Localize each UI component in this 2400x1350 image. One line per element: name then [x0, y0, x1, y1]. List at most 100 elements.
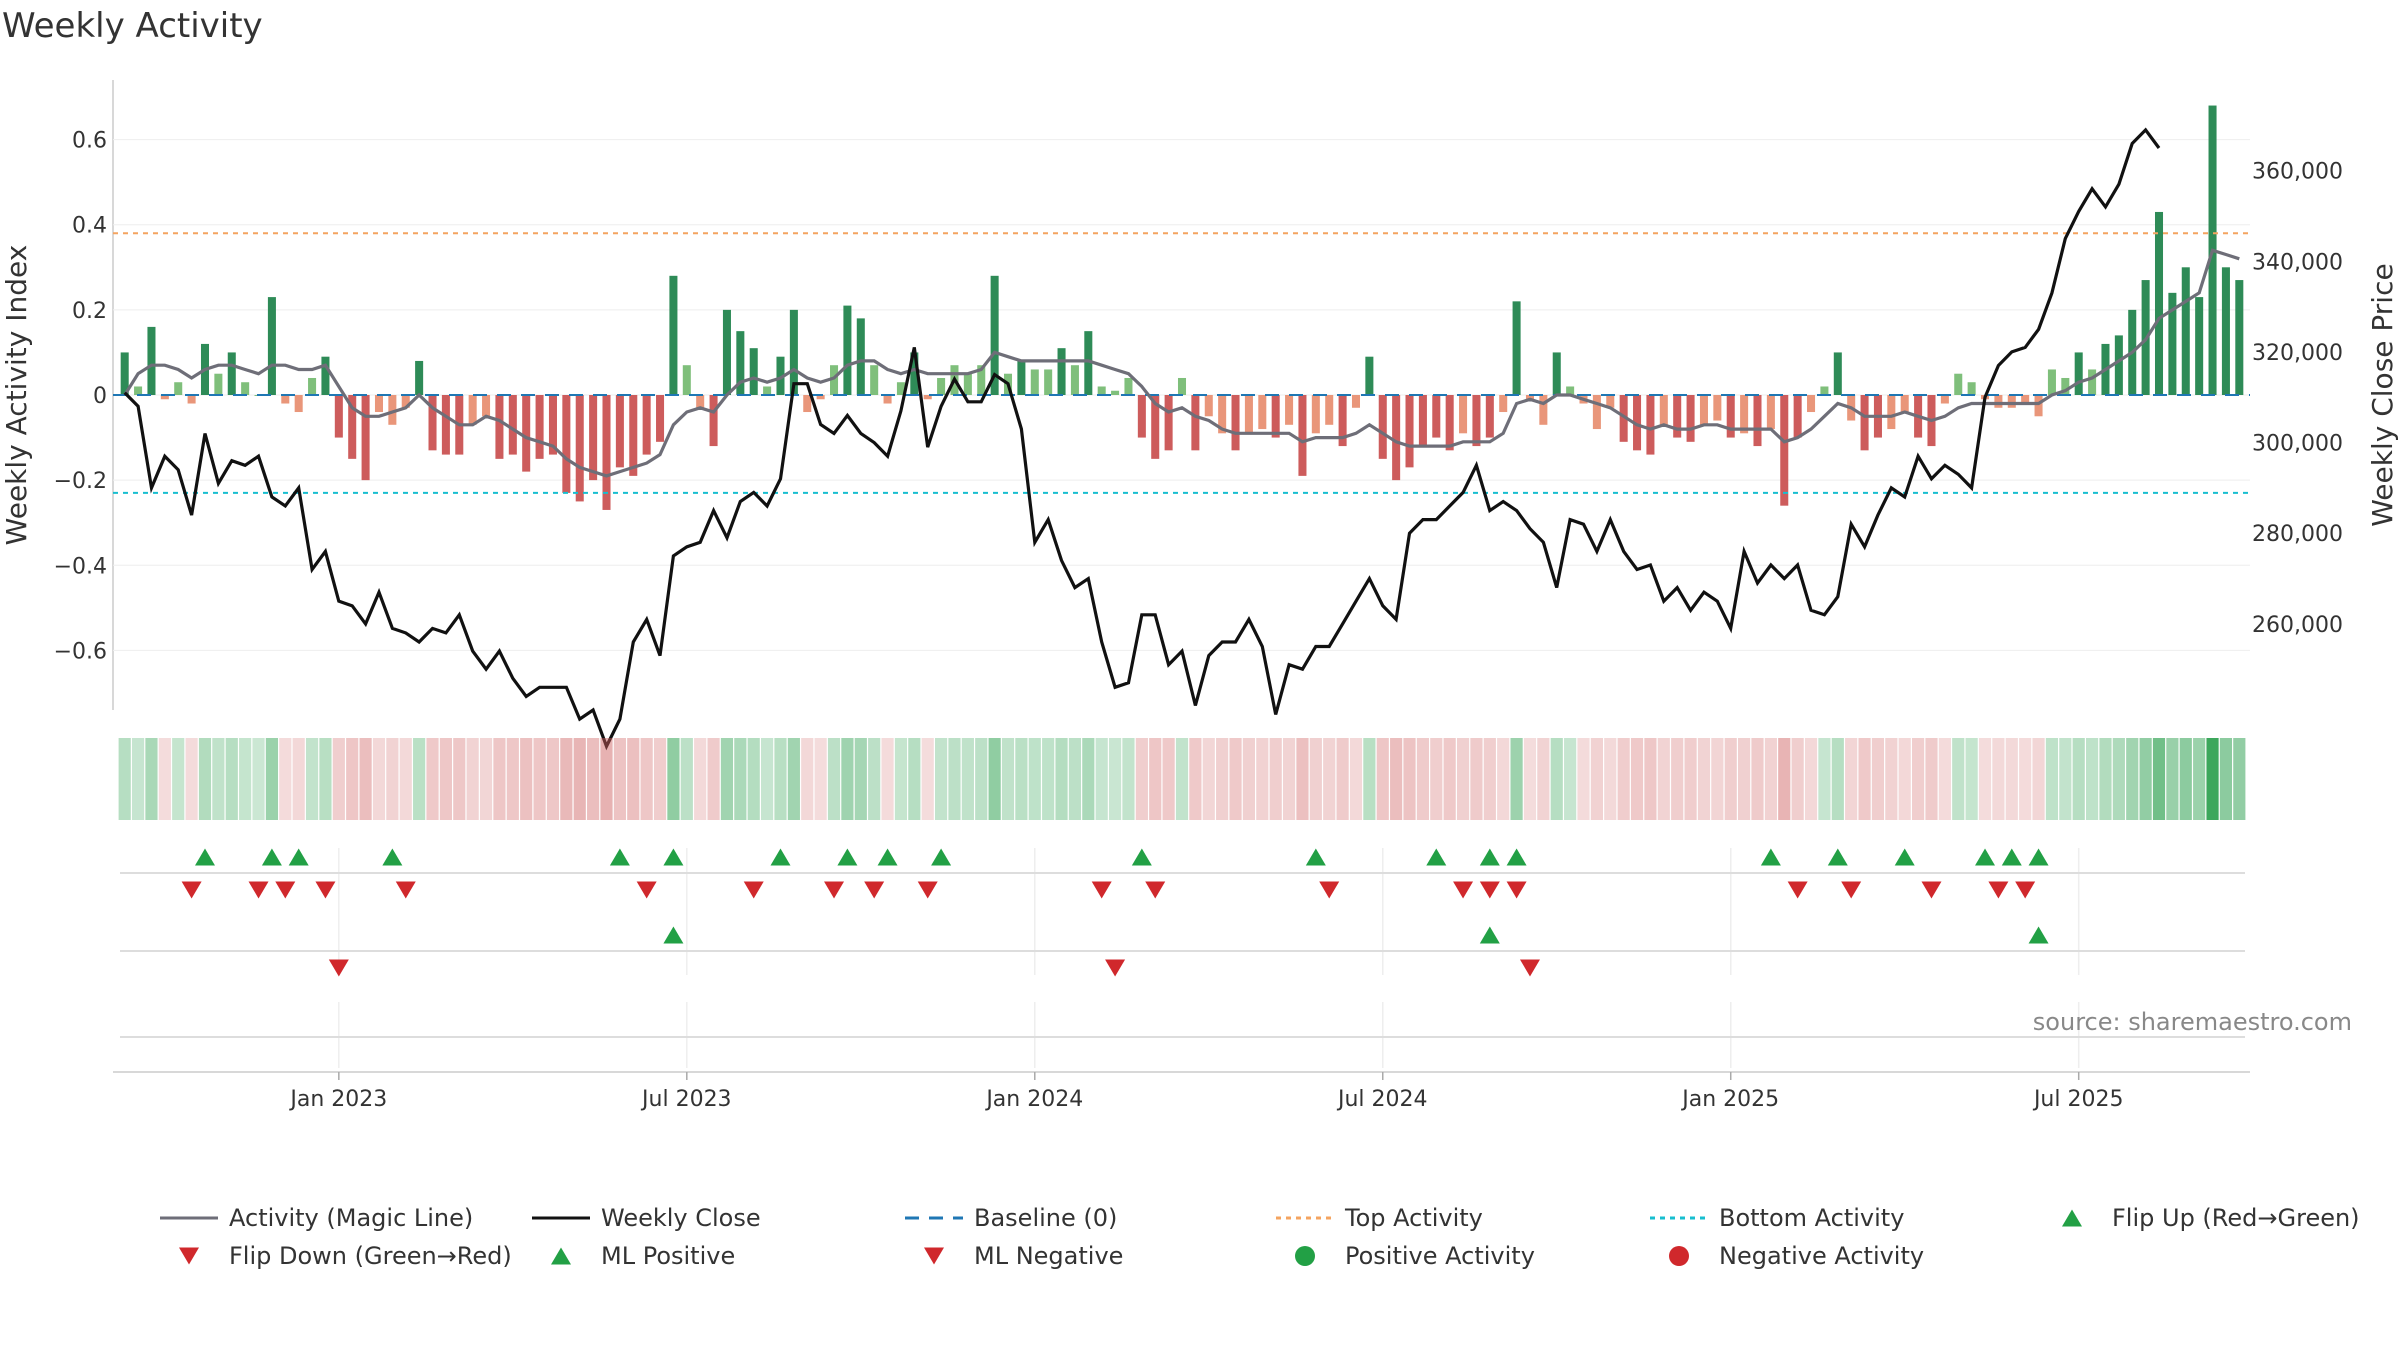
activity-bar — [348, 395, 357, 459]
legend-label: Flip Down (Green→Red) — [229, 1242, 512, 1270]
activity-bar — [856, 318, 865, 395]
ml-negative-marker — [1105, 959, 1126, 977]
heat-strip-cell — [493, 738, 506, 820]
heat-strip-cell — [386, 738, 399, 820]
activity-bar — [1793, 395, 1802, 438]
heat-strip-cell — [814, 738, 827, 820]
heat-strip-cell — [2152, 738, 2166, 820]
heat-strip-cell — [1015, 738, 1028, 820]
heat-strip-cell — [1068, 738, 1082, 820]
heat-strip-cell — [1764, 738, 1777, 820]
right-axis-title: Weekly Close Price — [2366, 263, 2399, 526]
heat-strip-cell — [975, 738, 988, 820]
activity-bar — [1177, 377, 1187, 395]
heat-strip-cell — [346, 738, 359, 820]
activity-bar — [428, 395, 437, 451]
heat-strip-cell — [118, 738, 131, 820]
flip-up-marker — [1305, 848, 1326, 866]
heat-strip-cell — [653, 738, 667, 820]
heat-strip-cell — [1684, 738, 1697, 820]
heat-strip-cell — [1885, 738, 1898, 820]
activity-bar — [763, 386, 772, 395]
source-note: source: sharemaestro.com — [2032, 1008, 2352, 1036]
legend-swatch-marker — [551, 1247, 571, 1265]
heat-strip-cell — [2219, 738, 2233, 820]
flip-down-marker — [395, 881, 416, 899]
activity-bar — [2007, 395, 2016, 408]
right-tick-label: 280,000 — [2252, 522, 2343, 547]
activity-bar — [1606, 395, 1615, 408]
activity-bar — [160, 395, 169, 400]
activity-bar — [1499, 395, 1508, 413]
activity-bar — [522, 395, 531, 472]
heat-strip-cell — [801, 738, 814, 820]
heat-strip-cell — [894, 738, 908, 820]
activity-bar — [937, 377, 946, 395]
flip-up-marker — [2028, 848, 2049, 866]
flip-down-marker — [743, 881, 764, 899]
x-tick-label: Jan 2024 — [984, 1087, 1083, 1112]
activity-bar — [1338, 395, 1347, 447]
flip-up-marker — [1975, 848, 1996, 866]
flip-up-marker — [770, 848, 791, 866]
activity-bar — [1780, 395, 1789, 506]
activity-bar — [1726, 395, 1735, 438]
heat-strip-cell — [319, 738, 332, 820]
heat-strip-cell — [2179, 738, 2192, 820]
heat-strip-cell — [1242, 738, 1256, 820]
activity-bar — [1392, 395, 1401, 481]
right-tick-label: 360,000 — [2252, 160, 2343, 185]
heat-strip-cell — [426, 738, 439, 820]
heat-strip-cell — [1871, 738, 1885, 820]
heat-strip-cell — [720, 738, 734, 820]
heat-strip-cell — [2099, 738, 2112, 820]
x-tick-label: Jan 2025 — [1680, 1087, 1779, 1112]
flip-down-marker — [1319, 881, 1340, 899]
activity-bar — [2168, 292, 2177, 395]
heat-strip-cell — [1564, 738, 1577, 820]
heat-strip-cell — [1630, 738, 1644, 820]
activity-bar — [870, 365, 879, 395]
heat-strip-cell — [868, 738, 881, 820]
activity-bar — [401, 395, 410, 408]
activity-bar — [120, 352, 129, 395]
heat-strip-cell — [2139, 738, 2152, 820]
activity-bar — [1151, 395, 1160, 459]
activity-bar — [1566, 386, 1575, 395]
flip-down-marker — [824, 881, 845, 899]
activity-bar — [281, 395, 290, 404]
ml-negative-marker — [1519, 959, 1540, 977]
heat-strip-cell — [1724, 738, 1737, 820]
heat-strip-cell — [1804, 738, 1818, 820]
flip-up-marker — [1479, 848, 1500, 866]
heat-strip-cell — [921, 738, 934, 820]
heat-strip-cell — [881, 738, 894, 820]
flip-up-marker — [2001, 848, 2022, 866]
activity-bar — [1204, 395, 1213, 417]
activity-bar — [1539, 395, 1548, 425]
activity-bar — [1311, 395, 1320, 434]
activity-bar — [1659, 395, 1668, 425]
heat-strip-cell — [1296, 738, 1309, 820]
activity-bar — [1298, 395, 1307, 476]
activity-bar — [789, 309, 798, 395]
activity-bar — [803, 395, 812, 413]
activity-bar — [722, 309, 731, 395]
activity-bar — [669, 275, 678, 395]
legend-label: Flip Up (Red→Green) — [2112, 1204, 2360, 1232]
heat-strip-cell — [1189, 738, 1202, 820]
left-tick-label: 0.6 — [72, 129, 107, 154]
activity-bar — [1472, 395, 1481, 447]
heat-strip-cell — [1430, 738, 1443, 820]
heat-strip-cell — [1202, 738, 1215, 820]
flip-up-marker — [1131, 848, 1152, 866]
heat-strip-cell — [573, 738, 586, 820]
heat-strip-cell — [707, 738, 720, 820]
flip-down-marker — [1091, 881, 1112, 899]
right-tick-label: 260,000 — [2252, 613, 2343, 638]
heat-strip-cell — [533, 738, 546, 820]
heat-strip-cell — [292, 738, 305, 820]
flip-down-marker — [1787, 881, 1808, 899]
activity-bar — [1633, 395, 1642, 451]
heat-strip-cell — [2059, 738, 2072, 820]
